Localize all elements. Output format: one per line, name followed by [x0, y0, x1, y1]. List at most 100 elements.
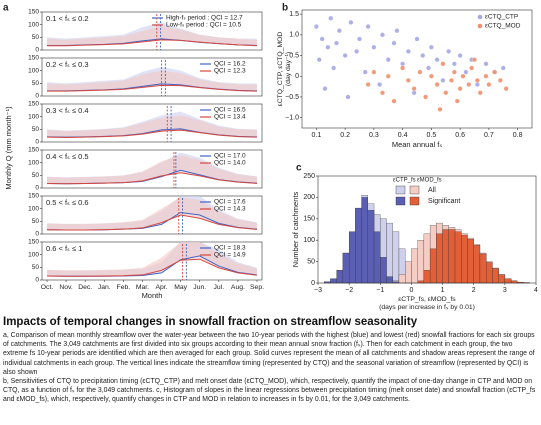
legend-label: QCI = 14.0	[214, 160, 246, 167]
point	[319, 36, 325, 42]
point	[394, 28, 400, 34]
point	[313, 24, 319, 30]
range-band	[47, 70, 257, 92]
bar	[405, 261, 412, 284]
point	[316, 57, 322, 63]
panel-frame	[41, 103, 263, 143]
point	[348, 19, 354, 25]
bar	[486, 262, 493, 284]
bar	[398, 274, 406, 284]
x-tick-label: Aug.	[231, 284, 245, 291]
point	[336, 28, 342, 34]
panel-frame	[41, 241, 263, 281]
point	[503, 86, 509, 92]
legend-label: High-fₛ period : QCI = 12.7	[166, 15, 243, 22]
bar	[348, 231, 356, 284]
point	[411, 86, 417, 92]
plot-frame	[301, 9, 533, 129]
legend-label: QCI = 13.4	[214, 114, 246, 121]
mean-line	[46, 129, 258, 138]
panel-frame	[41, 57, 263, 97]
bar	[461, 234, 468, 284]
x-tick-label: 0.6	[455, 132, 465, 139]
caption: Impacts of temporal changes in snowfall …	[3, 316, 539, 405]
point	[380, 32, 385, 38]
legend-label: εCTQ_CTP	[485, 14, 518, 21]
point	[483, 73, 489, 79]
x-tick-label: 0.8	[513, 132, 523, 139]
point	[325, 44, 331, 50]
legend-label: εCTQ_MOD	[485, 23, 521, 30]
x-tick-label: 4	[534, 287, 538, 294]
y-axis-label: (day day⁻¹)	[285, 52, 292, 86]
point	[423, 94, 429, 100]
x-tick-label: Nov.	[59, 284, 73, 291]
panel-frame	[41, 11, 263, 51]
bar	[467, 239, 474, 284]
legend-swatch	[477, 23, 483, 29]
point	[463, 69, 469, 75]
bar	[380, 257, 387, 284]
bar	[336, 270, 344, 284]
point	[492, 69, 498, 75]
bar	[417, 240, 425, 284]
plot-frame	[317, 175, 537, 284]
x-tick-label: 0.3	[369, 132, 379, 139]
y-tick-label: 150	[28, 101, 39, 108]
point	[411, 90, 417, 96]
legend-header: εCTP_fs	[393, 178, 416, 184]
point	[474, 77, 480, 83]
point	[405, 48, 411, 54]
point	[426, 65, 431, 71]
bar	[392, 231, 400, 284]
point	[486, 82, 492, 87]
point	[371, 69, 377, 75]
point	[451, 61, 457, 67]
point	[322, 86, 328, 92]
y-tick-label: 0	[35, 47, 39, 54]
y-tick-label: 50	[32, 34, 40, 41]
point	[449, 77, 454, 83]
panel-label: b	[282, 3, 288, 14]
point	[457, 86, 463, 92]
y-axis-label: εCTQ_CTP, εCTQ_MOD	[277, 32, 284, 107]
mean-line	[46, 214, 258, 231]
y-tick-label: 100	[28, 251, 39, 258]
mean-line	[46, 258, 258, 277]
x-axis-label: (days per increase in fₛ by 0.01)	[379, 304, 475, 311]
bar	[411, 248, 418, 284]
bar	[473, 245, 481, 284]
y-tick-label: 0	[295, 73, 299, 80]
point	[380, 90, 385, 96]
legend-label: All	[428, 187, 436, 194]
point	[460, 73, 466, 79]
x-tick-label: 0.4	[398, 132, 408, 139]
legend-label: QCI = 14.9	[214, 252, 246, 259]
x-tick-label: Sep.	[250, 284, 264, 291]
x-tick-label: 0.1	[312, 132, 322, 139]
bar	[423, 270, 431, 284]
mean-line	[47, 84, 258, 92]
x-tick-label: 0.7	[484, 132, 494, 139]
x-tick-label: 0.2	[340, 132, 350, 139]
legend-label: QCI = 17.6	[214, 199, 246, 206]
legend-label: Low-fₛ period : QCI = 10.5	[166, 22, 242, 29]
x-tick-label: 2	[472, 287, 476, 294]
bar	[510, 280, 518, 284]
legend-swatch	[409, 185, 420, 195]
point	[454, 98, 460, 104]
point	[437, 106, 443, 112]
range-band	[47, 242, 257, 277]
y-tick-label: 150	[28, 9, 39, 16]
x-tick-label: 0.5	[427, 132, 437, 139]
y-tick-label: 50	[307, 258, 315, 265]
y-tick-label: 0	[35, 93, 39, 100]
bar	[498, 274, 506, 284]
y-tick-label: 100	[303, 237, 315, 244]
y-axis-label: Number of catchments	[291, 192, 300, 268]
point	[391, 98, 397, 104]
y-tick-label: 50	[32, 126, 40, 133]
y-tick-label: 0	[35, 139, 39, 146]
